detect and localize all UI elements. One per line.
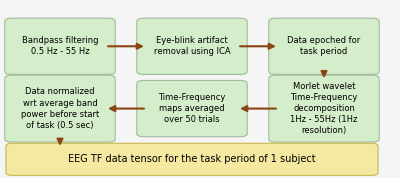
Text: EEG TF data tensor for the task period of 1 subject: EEG TF data tensor for the task period o… bbox=[68, 154, 316, 164]
FancyBboxPatch shape bbox=[6, 143, 378, 175]
FancyBboxPatch shape bbox=[269, 18, 379, 74]
Text: Time-Frequency
maps averaged
over 50 trials: Time-Frequency maps averaged over 50 tri… bbox=[158, 93, 226, 124]
Text: Data normalized
wrt average band
power before start
of task (0.5 sec): Data normalized wrt average band power b… bbox=[21, 87, 99, 130]
Text: Eye-blink artifact
removal using ICA: Eye-blink artifact removal using ICA bbox=[154, 36, 230, 56]
FancyBboxPatch shape bbox=[5, 75, 115, 142]
Text: Morlet wavelet
Time-Frequency
decomposition
1Hz - 55Hz (1Hz
resolution): Morlet wavelet Time-Frequency decomposit… bbox=[290, 82, 358, 135]
FancyBboxPatch shape bbox=[137, 18, 247, 74]
FancyBboxPatch shape bbox=[137, 80, 247, 137]
Text: Bandpass filtering
0.5 Hz - 55 Hz: Bandpass filtering 0.5 Hz - 55 Hz bbox=[22, 36, 98, 56]
FancyBboxPatch shape bbox=[5, 18, 115, 74]
Text: Data epoched for
task period: Data epoched for task period bbox=[287, 36, 361, 56]
FancyBboxPatch shape bbox=[269, 75, 379, 142]
